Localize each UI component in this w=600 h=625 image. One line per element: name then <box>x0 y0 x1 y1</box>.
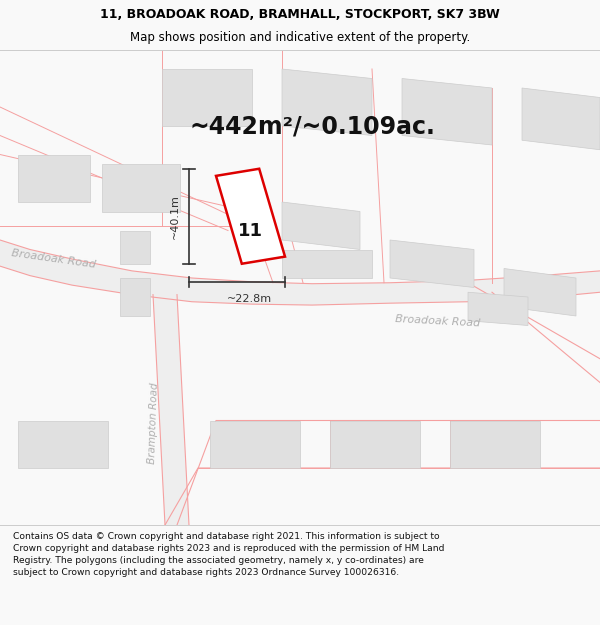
Polygon shape <box>162 69 252 126</box>
Polygon shape <box>216 169 285 264</box>
Polygon shape <box>450 421 540 468</box>
Polygon shape <box>504 269 576 316</box>
Polygon shape <box>282 249 372 278</box>
Polygon shape <box>390 240 474 288</box>
Polygon shape <box>522 88 600 150</box>
Polygon shape <box>402 79 492 145</box>
Text: Brampton Road: Brampton Road <box>146 382 160 464</box>
Polygon shape <box>282 69 372 136</box>
Text: Map shows position and indicative extent of the property.: Map shows position and indicative extent… <box>130 31 470 44</box>
Text: Broadoak Road: Broadoak Road <box>11 248 97 270</box>
Polygon shape <box>102 164 180 211</box>
Text: ~40.1m: ~40.1m <box>170 194 180 239</box>
Text: 11: 11 <box>238 221 263 239</box>
Polygon shape <box>282 202 360 249</box>
Text: ~22.8m: ~22.8m <box>226 294 272 304</box>
Polygon shape <box>153 294 189 525</box>
Polygon shape <box>0 240 600 305</box>
Polygon shape <box>210 421 300 468</box>
Polygon shape <box>120 231 150 264</box>
Polygon shape <box>330 421 420 468</box>
Text: Contains OS data © Crown copyright and database right 2021. This information is : Contains OS data © Crown copyright and d… <box>13 532 445 578</box>
Polygon shape <box>120 278 150 316</box>
Polygon shape <box>18 421 108 468</box>
Text: Broadoak Road: Broadoak Road <box>395 314 481 328</box>
Polygon shape <box>468 292 528 326</box>
Text: ~442m²/~0.109ac.: ~442m²/~0.109ac. <box>189 114 435 138</box>
Polygon shape <box>18 154 90 202</box>
Text: 11, BROADOAK ROAD, BRAMHALL, STOCKPORT, SK7 3BW: 11, BROADOAK ROAD, BRAMHALL, STOCKPORT, … <box>100 8 500 21</box>
